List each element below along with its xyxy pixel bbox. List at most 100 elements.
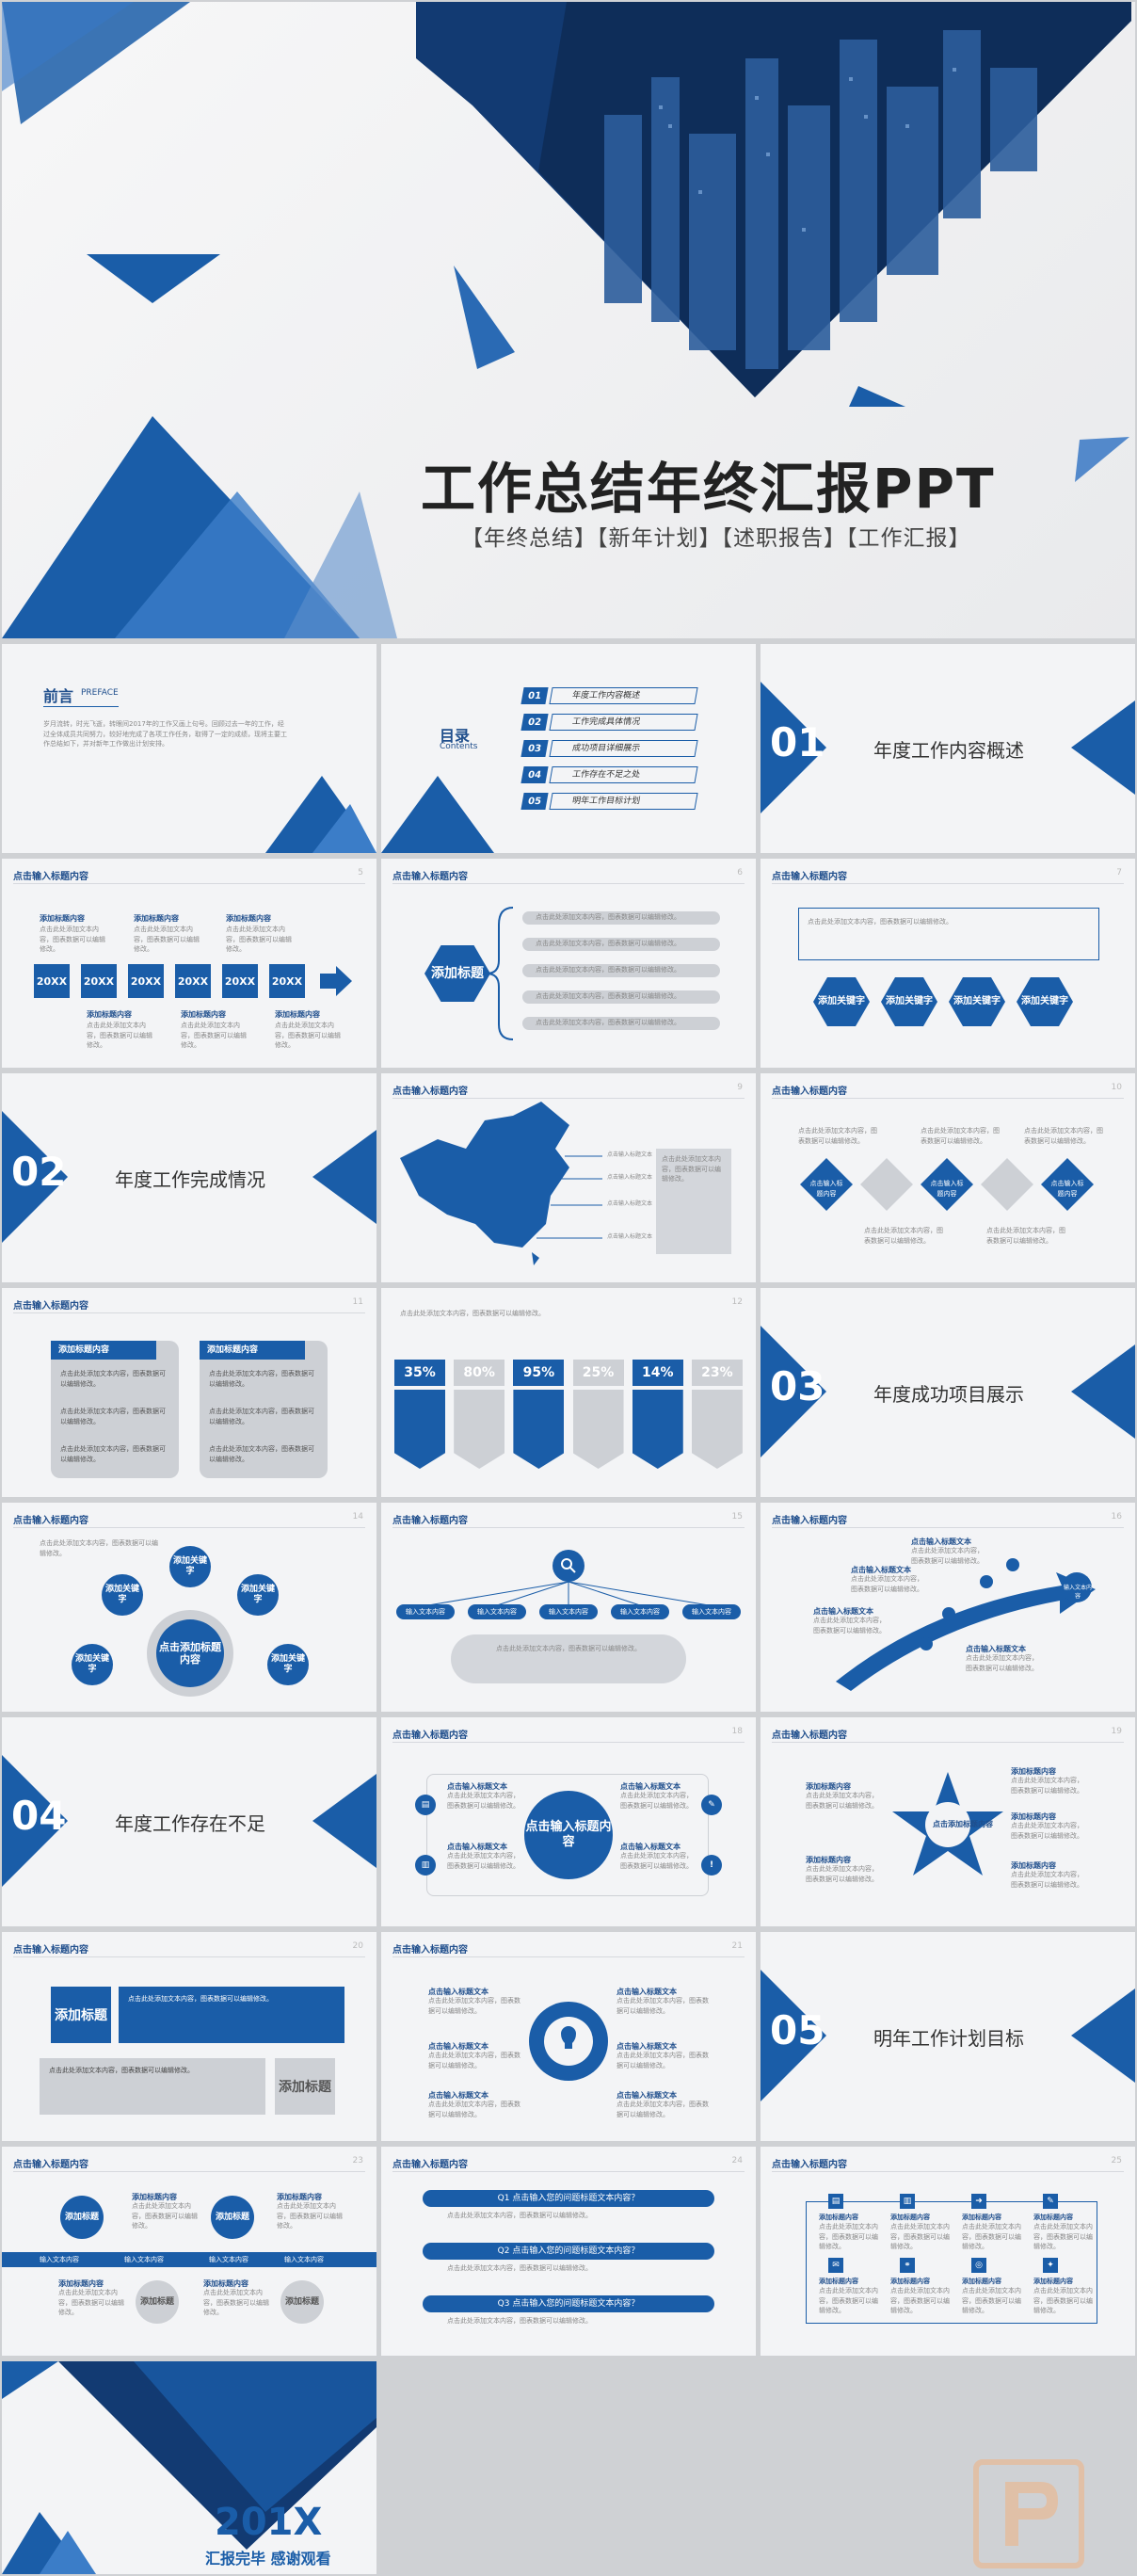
cover-title: 工作总结年终汇报PPT (421, 457, 996, 521)
section-title: 明年工作计划目标 (873, 2027, 1024, 2050)
item-body: 点击此处添加文本内容，图表数据可以编辑修改。 (58, 2289, 124, 2316)
card-title: 添加标题内容 (200, 1341, 305, 1360)
section-slide-04[interactable]: 04 年度工作存在不足 (2, 1717, 376, 1926)
item-body: 点击此处添加文本内容，图表数据可以编辑修改。 (134, 926, 200, 953)
bracket-list-slide[interactable]: 点击输入标题内容 6 添加标题 点击此处添加文本内容，图表数据可以编辑修改。 点… (381, 859, 756, 1068)
keyword-circle: 添加关键字 (237, 1574, 279, 1616)
header-line (392, 883, 745, 884)
point-body: 点击此处添加文本内容，图表数据可以编辑修改。 (813, 1617, 886, 1634)
page-number: 19 (1111, 1727, 1122, 1736)
keyword-hexagon: 添加关键字 (1017, 977, 1073, 1026)
page-number: 18 (731, 1727, 743, 1736)
card-body: 点击此处添加文本内容，图表数据可以编辑修改。 (60, 1408, 166, 1425)
item-title: 点击输入标题文本 (617, 2091, 677, 2100)
diamond-slide[interactable]: 点击输入标题内容 10 点击输入标题内容 点击输入标题内容 点击输入标题内容 点… (761, 1073, 1135, 1282)
document-icon: ▤ (828, 2194, 843, 2209)
item-title: 添加标题内容 (890, 2214, 930, 2221)
item-title: 添加标题内容 (132, 2193, 177, 2201)
item-title: 添加标题内容 (275, 1010, 320, 1019)
toc-item[interactable]: 04 工作存在不足之处 (520, 765, 701, 791)
ending-slide[interactable]: 201X 汇报完毕 感谢观看 (2, 2361, 376, 2574)
pill-text: 点击此处添加文本内容，图表数据可以编辑修改。 (536, 966, 681, 974)
section-number: 02 (11, 1149, 67, 1195)
percent-arrow (454, 1390, 505, 1469)
title-circle: 添加标题 (280, 2280, 324, 2324)
cover-slide[interactable]: 工作总结年终汇报PPT 【年终总结】【新年计划】【述职报告】【工作汇报】 (2, 2, 1135, 638)
percent-value: 80% (454, 1360, 505, 1386)
hexagon-keyword-slide[interactable]: 点击输入标题内容 7 点击此处添加文本内容，图表数据可以编辑修改。 添加关键字 … (761, 859, 1135, 1068)
keyword-circle: 添加关键字 (169, 1546, 211, 1587)
slide-header: 点击输入标题内容 (13, 2160, 88, 2170)
section-number: 04 (11, 1793, 67, 1839)
item-body: 点击此处添加文本内容，图表数据可以编辑修改。 (1033, 2287, 1093, 2314)
band (2, 2252, 376, 2267)
search-icon (552, 1550, 585, 1582)
map-label: 点击输入标题文本 (607, 1200, 653, 1207)
map-slide[interactable]: 点击输入标题内容 9 点击输入标题文本 点击输入标题文本 点击输入标题文本 点击… (381, 1073, 756, 1282)
item-body: 点击此处添加文本内容，图表数据可以编辑修改。 (620, 1852, 693, 1870)
item-body: 点击此处添加文本内容，图表数据可以编辑修改。 (87, 1022, 152, 1049)
item-title: 添加标题内容 (1011, 1861, 1056, 1870)
cover-tags: 【年终总结】【新年计划】【述职报告】【工作汇报】 (461, 526, 971, 551)
dual-card-slide[interactable]: 点击输入标题内容 11 添加标题内容 点击此处添加文本内容，图表数据可以编辑修改… (2, 1288, 376, 1497)
percent-column: 95% (513, 1360, 565, 1469)
item-title: 添加标题内容 (1011, 1767, 1056, 1776)
item-body: 点击此处添加文本内容，图表数据可以编辑修改。 (617, 2052, 709, 2069)
diamond-text: 点击输入标题内容 (809, 1180, 843, 1198)
icon-grid-slide[interactable]: 点击输入标题内容 25 ▤ ▥ ➜ ✎ ✉ ⚭ ◎ ✦ 添加标题内容 点击此处添… (761, 2147, 1135, 2356)
question-pill: Q1 点击输入您的问题标题文本内容？ (423, 2190, 714, 2207)
toc-item[interactable]: 05 明年工作目标计划 (520, 791, 701, 817)
timeline-slide[interactable]: 点击输入标题内容 5 20XX 20XX 20XX 20XX 20XX 20XX… (2, 859, 376, 1068)
item-body: 点击此处添加文本内容，图表数据可以编辑修改。 (962, 2287, 1021, 2314)
qa-slide[interactable]: 点击输入标题内容 24 Q1 点击输入您的问题标题文本内容？ 点击此处添加文本内… (381, 2147, 756, 2356)
slide-header: 点击输入标题内容 (392, 2160, 468, 2170)
text-pill (522, 1017, 720, 1030)
slide-header: 点击输入标题内容 (13, 872, 88, 882)
toc-num: 04 (520, 766, 549, 783)
radial-keyword-slide[interactable]: 点击输入标题内容 14 点击此处添加文本内容，图表数据可以编辑修改。 点击添加标… (2, 1503, 376, 1712)
section-slide-02[interactable]: 02 年度工作完成情况 (2, 1073, 376, 1282)
center-circle-slide[interactable]: 点击输入标题内容 18 点击输入标题内容 ▤ ▥ ✎ ! 点击输入标题文本 点击… (381, 1717, 756, 1926)
percent-arrow (572, 1390, 624, 1469)
toc-item[interactable]: 03 成功项目详细展示 (520, 738, 701, 765)
circle-row-slide[interactable]: 点击输入标题内容 23 输入文本内容 输入文本内容 输入文本内容 输入文本内容 … (2, 2147, 376, 2356)
year-box: 20XX (175, 964, 211, 998)
pen-icon: ✎ (1043, 2194, 1058, 2209)
city-image (416, 2, 1131, 397)
slide-header: 点击输入标题内容 (772, 2160, 847, 2170)
header-line (392, 2171, 745, 2172)
tree-lines (422, 1581, 715, 1607)
answer-text: 点击此处添加文本内容，图表数据可以编辑修改。 (447, 2317, 592, 2325)
section-slide-01[interactable]: 01 年度工作内容概述 (761, 644, 1135, 853)
percent-value: 23% (691, 1360, 743, 1386)
intro-text: 点击此处添加文本内容，图表数据可以编辑修改。 (400, 1310, 545, 1317)
toc-slide[interactable]: 目录 Contents 01 年度工作内容概述 02 工作完成具体情况 03 成… (381, 644, 756, 853)
ending-subtitle: 汇报完毕 感谢观看 (205, 2550, 331, 2568)
page-number: 5 (358, 868, 363, 877)
header-line (392, 1098, 745, 1099)
percent-slide[interactable]: 12 点击此处添加文本内容，图表数据可以编辑修改。 35% 80% 95% 25… (381, 1288, 756, 1497)
item-body: 点击此处添加文本内容，图表数据可以编辑修改。 (819, 2287, 878, 2314)
section-slide-05[interactable]: 05 明年工作计划目标 (761, 1932, 1135, 2141)
page-number: 21 (731, 1941, 743, 1951)
section-arrow-decoration (761, 682, 1135, 813)
frame (806, 2201, 1097, 2324)
toc-item[interactable]: 01 年度工作内容概述 (520, 685, 701, 712)
section-slide-03[interactable]: 03 年度成功项目展示 (761, 1288, 1135, 1497)
section-number: 03 (770, 1363, 825, 1409)
item-body: 点击此处添加文本内容，图表数据可以编辑修改。 (277, 2202, 343, 2230)
star-slide[interactable]: 点击输入标题内容 19 点击添加标题内容 添加标题内容 点击此处添加文本内容，图… (761, 1717, 1135, 1926)
preface-slide[interactable]: 前言 PREFACE 岁月流转，时光飞逝，转眼间2017年的工作又画上句号。回顾… (2, 644, 376, 853)
toc-item[interactable]: 02 工作完成具体情况 (520, 712, 701, 738)
star-icon (892, 1772, 1003, 1876)
search-tree-slide[interactable]: 点击输入标题内容 15 输入文本内容 输入文本内容 输入文本内容 输入文本内容 … (381, 1503, 756, 1712)
lightbulb-slide[interactable]: 点击输入标题内容 21 点击输入标题文本 点击此处添加文本内容，图表数据可以编辑… (381, 1932, 756, 2141)
header-line (772, 1527, 1124, 1528)
add-title-blocks-slide[interactable]: 点击输入标题内容 20 添加标题 点击此处添加文本内容，图表数据可以编辑修改。 … (2, 1932, 376, 2141)
growth-arrow-slide[interactable]: 点击输入标题内容 16 输入文本内容 点击输入标题文本 点击此处添加文本内容，图… (761, 1503, 1135, 1712)
slide-header: 点击输入标题内容 (13, 1516, 88, 1526)
slide-header: 点击输入标题内容 (392, 1516, 468, 1526)
point-title: 点击输入标题文本 (851, 1566, 911, 1574)
header-line (772, 2171, 1124, 2172)
slide-header: 点击输入标题内容 (772, 872, 847, 882)
